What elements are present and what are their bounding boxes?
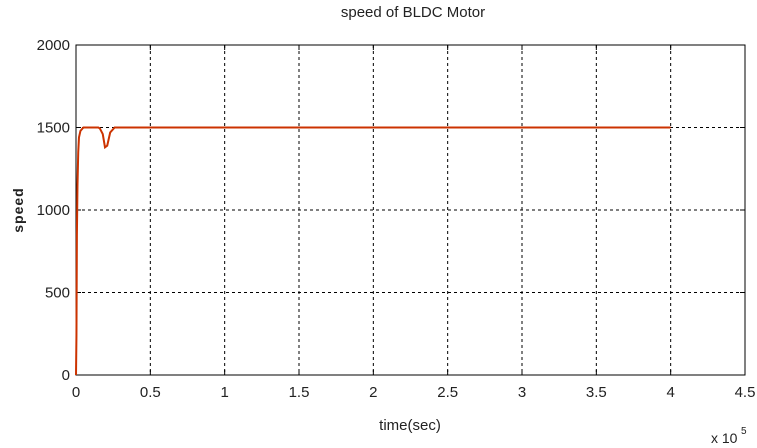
chart-title: speed of BLDC Motor — [341, 4, 485, 21]
y-tick-label: 0 — [62, 367, 70, 384]
y-tick-label: 1500 — [37, 120, 70, 137]
x-axis-multiplier-exponent: 5 — [741, 426, 747, 437]
x-tick-label: 0 — [72, 384, 80, 401]
y-tick-labels: 0 500 1000 1500 2000 — [37, 37, 70, 384]
x-tick-label: 4 — [666, 384, 674, 401]
x-tick-label: 3 — [518, 384, 526, 401]
speed-series-line — [75, 126, 671, 376]
x-axis-label: time(sec) — [379, 417, 441, 434]
y-tick-label: 1000 — [37, 202, 70, 219]
x-tick-label: 2 — [369, 384, 377, 401]
y-axis-label: speed — [10, 187, 26, 232]
x-tick-label: 1 — [220, 384, 228, 401]
plot-frame — [75, 44, 746, 376]
grid-lines — [76, 45, 745, 375]
x-tick-label: 1.5 — [289, 384, 310, 401]
x-tick-label: 0.5 — [140, 384, 161, 401]
y-tick-label: 500 — [45, 285, 70, 302]
x-tick-label: 4.5 — [735, 384, 756, 401]
x-tick-label: 2.5 — [437, 384, 458, 401]
tick-marks — [75, 44, 746, 376]
y-tick-label: 2000 — [37, 37, 70, 54]
x-tick-labels: 0 0.5 1 1.5 2 2.5 3 3.5 4 4.5 — [72, 384, 756, 401]
x-axis-multiplier: x 10 — [711, 430, 738, 446]
x-tick-label: 3.5 — [586, 384, 607, 401]
